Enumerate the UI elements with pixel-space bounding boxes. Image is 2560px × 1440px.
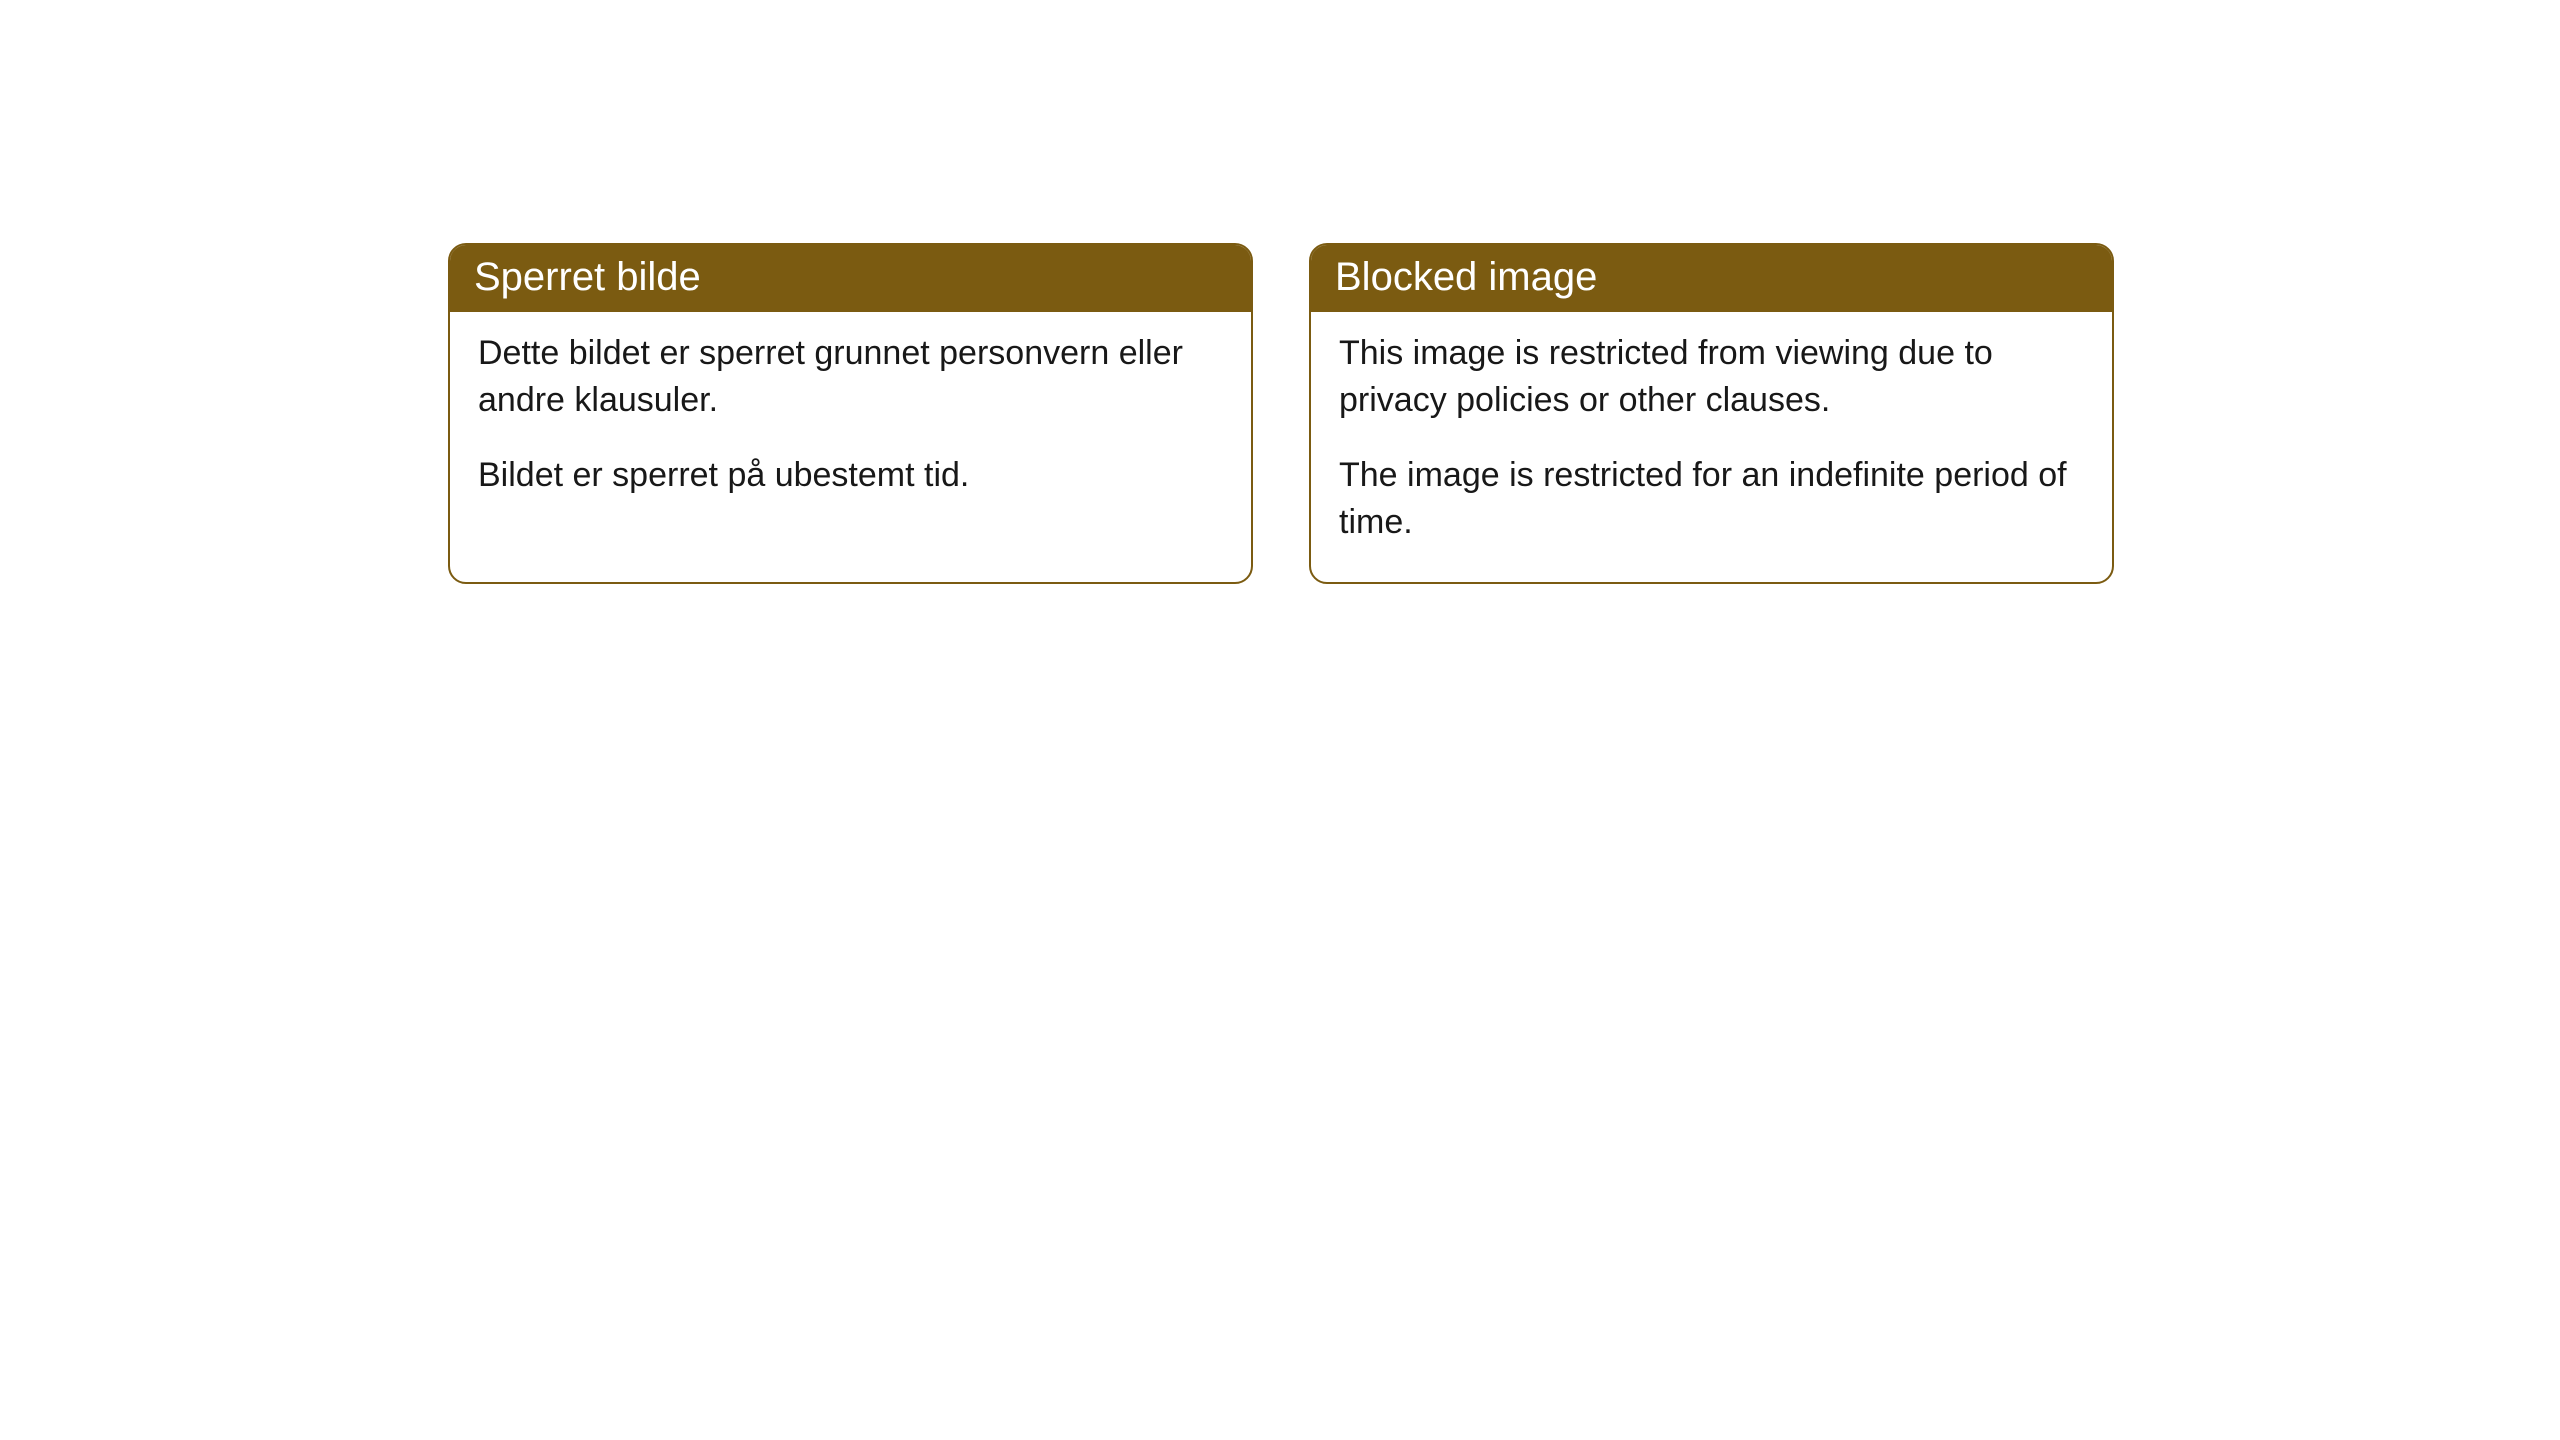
blocked-image-card-no: Sperret bilde Dette bildet er sperret gr… [448,243,1253,584]
card-para2-en: The image is restricted for an indefinit… [1339,452,2084,546]
notice-container: Sperret bilde Dette bildet er sperret gr… [0,0,2560,584]
card-title-no: Sperret bilde [474,255,701,299]
card-header-no: Sperret bilde [450,245,1251,312]
card-body-en: This image is restricted from viewing du… [1311,312,2112,582]
card-header-en: Blocked image [1311,245,2112,312]
blocked-image-card-en: Blocked image This image is restricted f… [1309,243,2114,584]
card-body-no: Dette bildet er sperret grunnet personve… [450,312,1251,535]
card-title-en: Blocked image [1335,255,1597,299]
card-para1-en: This image is restricted from viewing du… [1339,330,2084,424]
card-para1-no: Dette bildet er sperret grunnet personve… [478,330,1223,424]
card-para2-no: Bildet er sperret på ubestemt tid. [478,452,1223,499]
